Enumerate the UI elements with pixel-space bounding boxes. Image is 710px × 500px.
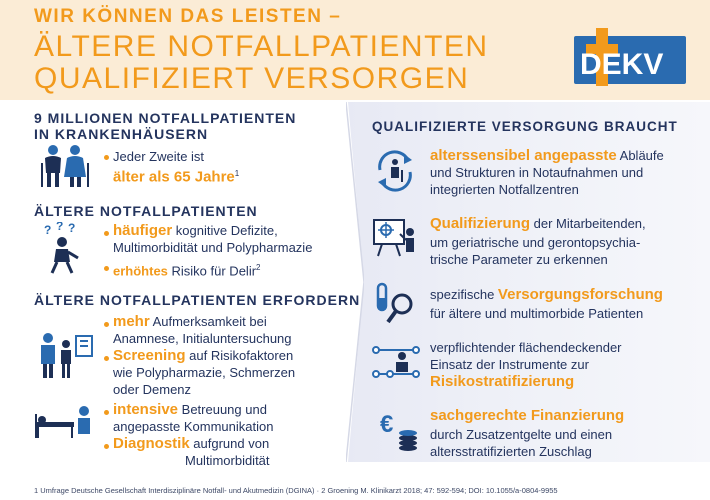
bullet-dot xyxy=(104,410,109,415)
sec2-b2: erhöhtes Risiko für Delir2 xyxy=(113,259,260,279)
right-i1-line3: integrierten Notfallzentren xyxy=(430,182,579,197)
header-line-1: WIR KÖNNEN DAS LEISTEN – xyxy=(34,6,342,27)
right-i2-line2: um geriatrische und gerontopsychia- xyxy=(430,235,641,250)
sec3-b3-line2: angepasste Kommunikation xyxy=(113,419,274,434)
svg-text:?: ? xyxy=(68,222,75,235)
right-i3-line2: für ältere und multimorbide Patienten xyxy=(430,306,644,321)
sec3-b2-rest: auf Risikofaktoren xyxy=(185,348,294,363)
right-i1-highlight: alterssensibel angepasste xyxy=(430,147,617,164)
right-i2-line1: Qualifizierung der Mitarbeitenden, xyxy=(430,215,646,232)
right-i3-pre: spezifische xyxy=(430,287,498,302)
bullet-dot xyxy=(104,356,109,361)
right-i4-highlight: Risikostratifizierung xyxy=(430,373,575,390)
sec3-b4-line1: Diagnostik aufgrund von xyxy=(113,435,269,452)
panel-divider xyxy=(346,102,364,462)
header-line-3: QUALIFIZIERT VERSORGEN xyxy=(34,62,470,95)
sec3-b1-highlight: mehr xyxy=(113,313,150,330)
confused-patient-icon: ? ? ? xyxy=(44,222,79,274)
risk-network-icon xyxy=(372,346,420,378)
sec2-b1-line1: häufiger kognitive Defizite, xyxy=(113,222,278,239)
sec3-b2-line3: oder Demenz xyxy=(113,382,192,397)
sec2-b1-line2: Multimorbidität und Polypharmazie xyxy=(113,240,313,255)
sec3-b3-rest: Betreuung und xyxy=(178,402,267,417)
sec3-b3-line1: intensive Betreuung und xyxy=(113,401,267,418)
sec1-b1-line1: Jeder Zweite ist xyxy=(113,149,205,164)
right-i2-line3: trische Parameter zu erkennen xyxy=(430,252,608,267)
right-i1-rest: Abläufe xyxy=(616,148,664,163)
sec3-b2-highlight: Screening xyxy=(113,347,186,364)
footnote: 1 Umfrage Deutsche Gesellschaft Interdis… xyxy=(34,486,558,495)
svg-text:€: € xyxy=(380,411,393,438)
sec3-b1-line2: Anamnese, Initialuntersuchung xyxy=(113,331,292,346)
header-banner: WIR KÖNNEN DAS LEISTEN – ÄLTERE NOTFALLP… xyxy=(0,0,710,100)
sec2-b1-highlight: häufiger xyxy=(113,222,173,239)
right-i5-line1: sachgerechte Finanzierung xyxy=(430,407,624,424)
elderly-couple-icon xyxy=(41,145,89,187)
bullet-dot xyxy=(104,266,109,271)
sec1-b1-highlight: älter als 65 Jahre xyxy=(113,168,235,186)
presentation-icon xyxy=(373,219,414,257)
sec1-b1-line2: älter als 65 Jahre1 xyxy=(113,164,239,187)
sec3-b4-rest: aufgrund von xyxy=(189,436,270,451)
svg-text:?: ? xyxy=(44,223,51,237)
right-i3-highlight: Versorgungsforschung xyxy=(497,286,663,303)
right-i5-line2: durch Zusatzentgelte und einen xyxy=(430,427,613,442)
sec2-b2-rest: Risiko für Delir xyxy=(167,263,257,279)
bullet-dot xyxy=(104,322,109,327)
sec2-b1-rest: kognitive Defizite, xyxy=(172,223,278,238)
right-i2-rest: der Mitarbeitenden, xyxy=(530,216,646,231)
right-i4-line2: Einsatz der Instrumente zur xyxy=(430,357,589,372)
research-magnifier-icon xyxy=(376,282,413,324)
sec3-b4-line2: Multimorbidität xyxy=(185,453,270,468)
sec2-title: ÄLTERE NOTFALLPATIENTEN xyxy=(34,203,258,219)
sec3-b1-line1: mehr Aufmerksamkeit bei xyxy=(113,313,267,330)
sec1-title-l1: 9 MILLIONEN NOTFALLPATIENTEN xyxy=(34,110,297,126)
sec3-title: ÄLTERE NOTFALLPATIENTEN ERFORDERN xyxy=(34,292,361,308)
sec3-b4-highlight: Diagnostik xyxy=(113,435,190,452)
sec3-b2-line1: Screening auf Risikofaktoren xyxy=(113,347,293,364)
sec3-b1-rest: Aufmerksamkeit bei xyxy=(149,314,267,329)
right-i3-line1: spezifische Versorgungsforschung xyxy=(430,286,663,303)
dekv-logo: DEKV xyxy=(574,28,686,86)
right-i2-highlight: Qualifizierung xyxy=(430,215,531,232)
svg-text:?: ? xyxy=(56,222,63,233)
sec3-b3-highlight: intensive xyxy=(113,401,179,418)
sec2-b2-highlight: erhöhtes xyxy=(113,263,168,279)
euro-coins-icon: € xyxy=(380,411,417,451)
right-title: QUALIFIZIERTE VERSORGUNG BRAUCHT xyxy=(372,119,678,134)
bullet-dot xyxy=(104,231,109,236)
hospital-bed-icon xyxy=(35,406,90,438)
doctor-patient-icon xyxy=(41,333,93,378)
footnote-ref: 2 xyxy=(256,263,261,272)
header-line-2: ÄLTERE NOTFALLPATIENTEN xyxy=(34,30,489,63)
cycle-elderly-icon xyxy=(378,150,412,192)
right-i4-line3: Risikostratifizierung xyxy=(430,373,574,390)
right-i4-line1: verpflichtender flächendeckender xyxy=(430,340,622,355)
logo-letters: DEKV xyxy=(580,48,663,81)
sec3-b2-line2: wie Polypharmazie, Schmerzen xyxy=(113,365,296,380)
right-i5-line3: altersstratifizierten Zuschlag xyxy=(430,444,592,459)
footnote-ref: 1 xyxy=(234,169,240,178)
bullet-dot xyxy=(104,155,109,160)
right-i1-line2: und Strukturen in Notaufnahmen und xyxy=(430,165,644,180)
bullet-dot xyxy=(104,444,109,449)
right-i1-line1: alterssensibel angepasste Abläufe xyxy=(430,147,664,164)
sec1-title-l2: IN KRANKENHÄUSERN xyxy=(34,126,209,142)
right-i5-highlight: sachgerechte Finanzierung xyxy=(430,407,625,424)
